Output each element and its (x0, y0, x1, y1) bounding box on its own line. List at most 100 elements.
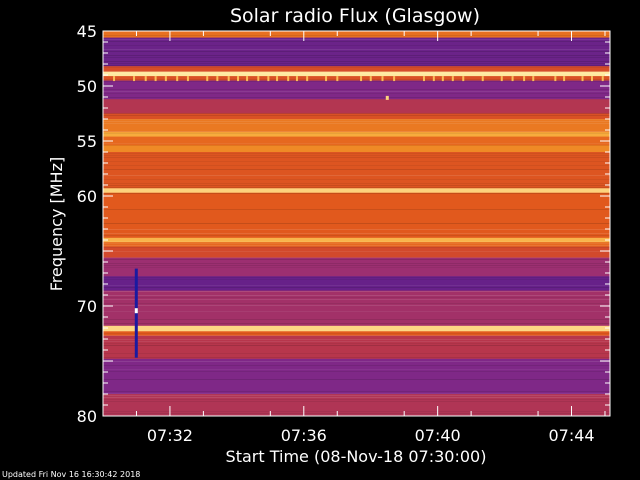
spike-tick (581, 76, 584, 82)
texture-line (103, 357, 610, 358)
intensity-band-1 (103, 37, 610, 67)
texture-line (103, 323, 610, 324)
texture-line (103, 175, 610, 176)
texture-line (103, 187, 610, 188)
texture-line (103, 333, 610, 334)
spike-tick (432, 76, 435, 82)
texture-line (103, 299, 610, 300)
texture-line (103, 113, 610, 114)
texture-line (103, 143, 610, 144)
texture-line (103, 67, 610, 68)
spike-tick (563, 76, 566, 82)
texture-line (103, 345, 610, 346)
texture-line (103, 55, 610, 56)
y-tick-label: 50 (77, 77, 97, 96)
spike-tick (176, 76, 179, 82)
intensity-band-8 (103, 119, 610, 133)
texture-line (103, 179, 610, 180)
x-tick-label: 07:32 (147, 426, 193, 445)
burst-features (113, 76, 604, 358)
texture-line (103, 61, 610, 62)
y-tick-label: 60 (77, 187, 97, 206)
texture-line (103, 277, 610, 278)
texture-line (103, 241, 610, 242)
texture-line (103, 119, 610, 120)
texture-line (103, 183, 610, 184)
texture-line (103, 93, 610, 94)
texture-line (103, 291, 610, 292)
intensity-band-14 (103, 192, 610, 239)
spike-tick (206, 76, 209, 82)
texture-line (103, 401, 610, 402)
texture-line (103, 209, 610, 210)
texture-line (103, 91, 610, 92)
y-tick-label: 70 (77, 297, 97, 316)
intensity-band-6 (103, 99, 610, 114)
texture-line (103, 89, 610, 90)
y-axis-label: Frequency [MHz] (47, 157, 66, 291)
texture-line (103, 353, 610, 354)
texture-line (103, 235, 610, 236)
spike-tick (451, 76, 454, 82)
spike-tick (144, 76, 147, 82)
texture-line (103, 287, 610, 288)
spike-tick (601, 76, 604, 82)
vertical-burst-core (134, 308, 138, 314)
texture-line (103, 319, 610, 320)
intensity-band-12 (103, 152, 610, 189)
time-axis: 07:32 07:36 07:40 07:44 (135, 31, 606, 445)
texture-line (103, 243, 610, 244)
texture-line (103, 79, 610, 80)
intensity-band-25 (103, 394, 610, 416)
texture-line (103, 193, 610, 194)
spike-tick (133, 76, 136, 82)
spike-tick (257, 76, 260, 82)
intensity-band-16 (103, 242, 610, 247)
spike-tick (164, 76, 167, 82)
texture-line (103, 35, 610, 36)
x-tick-label: 07:36 (281, 426, 327, 445)
plot-frame (102, 30, 611, 417)
intensity-band-20 (103, 290, 610, 327)
spike-tick (554, 76, 557, 82)
burst-blip (385, 95, 389, 100)
intensity-band-0 (103, 31, 610, 38)
texture-line (103, 391, 610, 392)
frequency-axis: 45 50 55 60 70 80 (77, 22, 610, 426)
texture-line (103, 247, 610, 248)
intensity-band-19 (103, 276, 610, 291)
texture-line (103, 365, 610, 366)
texture-line (103, 63, 610, 64)
spike-tick (523, 76, 526, 82)
texture-line (103, 65, 610, 66)
texture-line (103, 257, 610, 258)
intensity-bands (103, 31, 610, 416)
spike-tick (381, 76, 384, 82)
x-axis-label: Start Time (08-Nov-18 07:30:00) (226, 447, 487, 466)
spike-tick (216, 76, 219, 82)
texture-line (103, 413, 610, 414)
texture-line (103, 233, 610, 234)
intensity-band-24 (103, 358, 610, 395)
texture-line (103, 155, 610, 156)
spike-tick (306, 76, 309, 82)
intensity-band-5 (103, 80, 610, 100)
texture-line (103, 399, 610, 400)
texture-line (103, 115, 610, 116)
texture-line (103, 361, 610, 362)
spike-tick (237, 76, 240, 82)
texture-line (103, 379, 610, 380)
noise-texture (103, 35, 610, 416)
spike-tick (267, 76, 270, 82)
intensity-band-22 (103, 331, 610, 337)
texture-line (103, 335, 610, 336)
spike-tick (336, 76, 339, 82)
texture-line (103, 305, 610, 306)
texture-line (103, 161, 610, 162)
intensity-band-17 (103, 246, 610, 258)
texture-line (103, 295, 610, 296)
texture-line (103, 145, 610, 146)
texture-line (103, 343, 610, 344)
spike-tick (113, 76, 116, 82)
